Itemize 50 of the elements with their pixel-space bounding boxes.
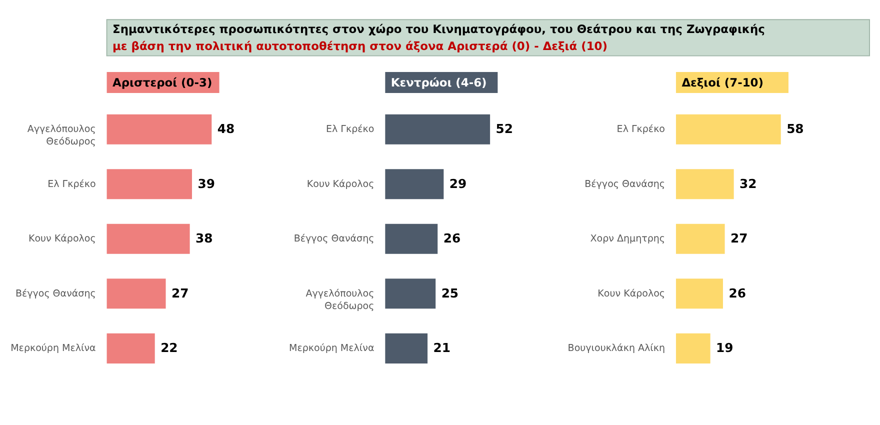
text: Σημαντικότερες προσωπικότητες στον χώρο του Κινηματογράφου, του Θεάτρου και της Ζωγραφικής bbox=[112, 22, 766, 36]
bar bbox=[676, 114, 781, 144]
chart-title: Δεξιοί (7-10) bbox=[682, 75, 764, 90]
y-tick-label: Κουν Κάρολος bbox=[598, 288, 666, 300]
bar bbox=[676, 169, 734, 200]
y-tick-label: Αγγελόπουλος Θεόδωρος bbox=[306, 288, 374, 312]
bar bbox=[106, 224, 190, 254]
chart-title: Αριστεροί (0-3) bbox=[112, 75, 212, 90]
bar bbox=[106, 169, 192, 200]
data-label: 58 bbox=[786, 121, 804, 136]
y-tick-label: Αγγελόπουλος Θεόδωρος bbox=[27, 124, 96, 148]
data-label: 21 bbox=[433, 340, 450, 356]
chart-title: Κεντρώοι (4-6) bbox=[390, 75, 487, 90]
data-label: 29 bbox=[449, 176, 467, 191]
data-label: 25 bbox=[441, 285, 459, 300]
y-tick-label: Μερκούρη Μελίνα bbox=[288, 343, 374, 354]
y-tick-label: Ελ Γκρέκο bbox=[326, 124, 374, 136]
data-label: 22 bbox=[160, 340, 178, 356]
y-tick-label: Βουγιουκλάκη Αλίκη bbox=[568, 343, 666, 354]
y-tick-label: Μερκούρη Μελίνα bbox=[10, 343, 96, 354]
data-label: 38 bbox=[196, 230, 213, 246]
y-tick-label: Βέγγος Θανάσης bbox=[584, 178, 666, 190]
bar bbox=[106, 278, 166, 309]
y-tick-label: Χορν Δημητρης bbox=[590, 234, 666, 245]
bar bbox=[385, 114, 490, 144]
bar bbox=[106, 333, 155, 364]
data-label: 26 bbox=[728, 285, 746, 300]
y-tick-label: Κουν Κάρολος bbox=[306, 178, 374, 190]
y-tick-label: Ελ Γκρέκο bbox=[48, 178, 96, 190]
y-tick-label: Βέγγος Θανάσης bbox=[15, 288, 96, 300]
y-tick-label: Ελ Γκρέκο bbox=[616, 124, 666, 136]
bar bbox=[676, 224, 725, 254]
y-tick-label: Κουν Κάρολος bbox=[28, 234, 96, 245]
data-label: 52 bbox=[496, 121, 514, 136]
data-label: 26 bbox=[443, 230, 461, 246]
data-label: 48 bbox=[217, 121, 235, 136]
data-label: 27 bbox=[730, 230, 748, 246]
bar bbox=[676, 333, 710, 364]
bar bbox=[385, 278, 436, 309]
data-label: 19 bbox=[716, 340, 734, 356]
bar bbox=[106, 114, 212, 144]
bar bbox=[385, 169, 444, 200]
bar bbox=[385, 224, 438, 254]
data-label: 27 bbox=[171, 285, 189, 300]
text: με βάση την πολιτική αυτοτοποθέτηση στον άξονα Αριστερά (0) - Δεξιά (10) bbox=[112, 39, 608, 54]
data-label: 39 bbox=[198, 176, 215, 191]
y-tick-label: Βέγγος Θανάσης bbox=[294, 234, 374, 245]
data-label: 32 bbox=[740, 176, 757, 191]
bar bbox=[676, 278, 723, 309]
bar bbox=[385, 333, 428, 364]
